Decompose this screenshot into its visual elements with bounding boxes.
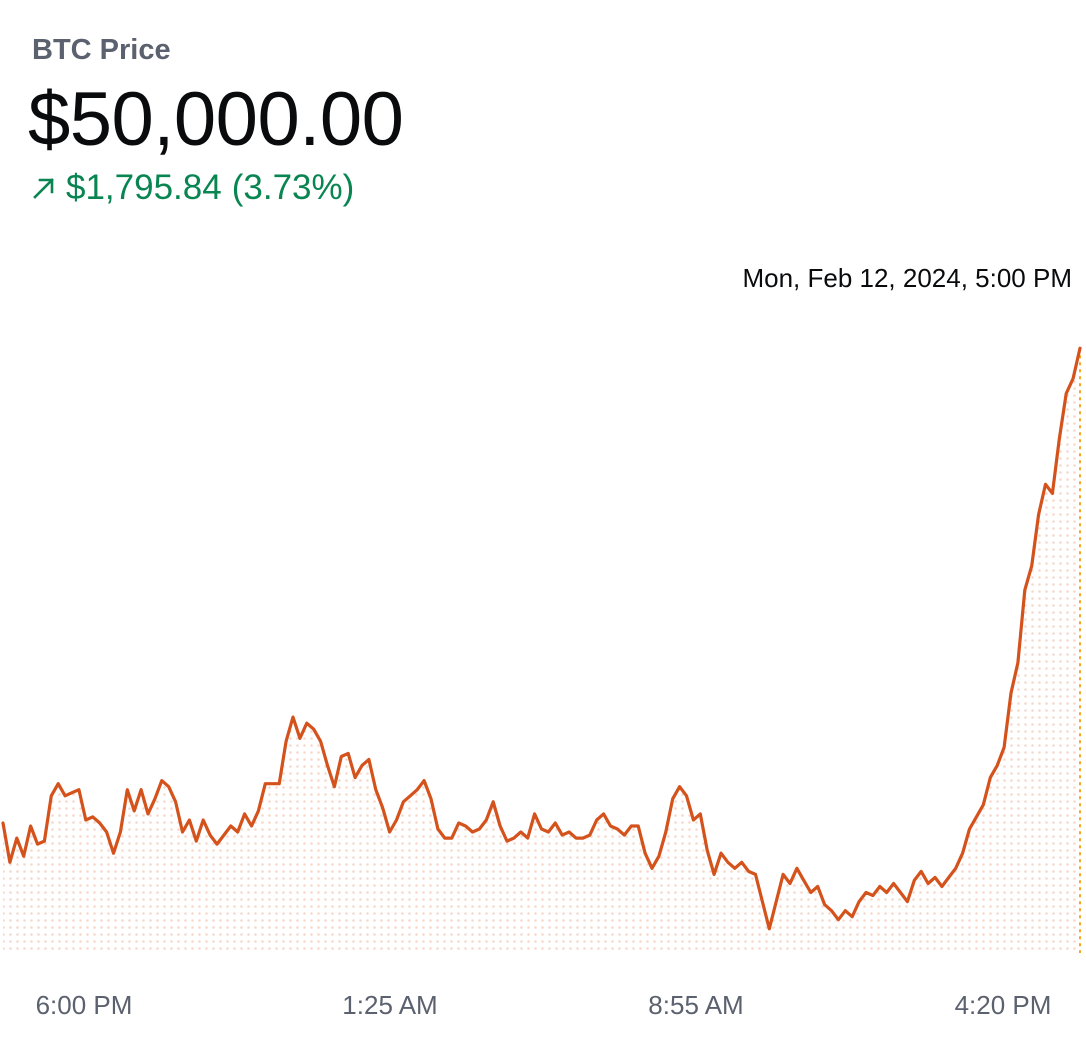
x-tick-label: 4:20 PM [955, 990, 1052, 1020]
price-line [1, 346, 1082, 931]
change-percent: (3.73%) [231, 168, 355, 207]
x-axis-ticks: 6:00 PM 1:25 AM 8:55 AM 4:20 PM [36, 990, 1052, 1020]
price-header: BTC Price $50,000.00 $1,795.84 (3.73%) [28, 30, 404, 210]
current-price: $50,000.00 [28, 77, 404, 162]
x-tick-label: 1:25 AM [342, 990, 437, 1020]
arrow-up-right-icon [32, 176, 56, 200]
asset-label: BTC Price [32, 34, 171, 66]
x-tick-label: 6:00 PM [36, 990, 133, 1020]
price-change: $1,795.84 (3.73%) [32, 166, 403, 210]
price-area-fill [3, 348, 1080, 953]
hover-timestamp: Mon, Feb 12, 2024, 5:00 PM [742, 263, 1072, 293]
x-tick-label: 8:55 AM [648, 990, 743, 1020]
change-amount: $1,795.84 [66, 168, 222, 207]
